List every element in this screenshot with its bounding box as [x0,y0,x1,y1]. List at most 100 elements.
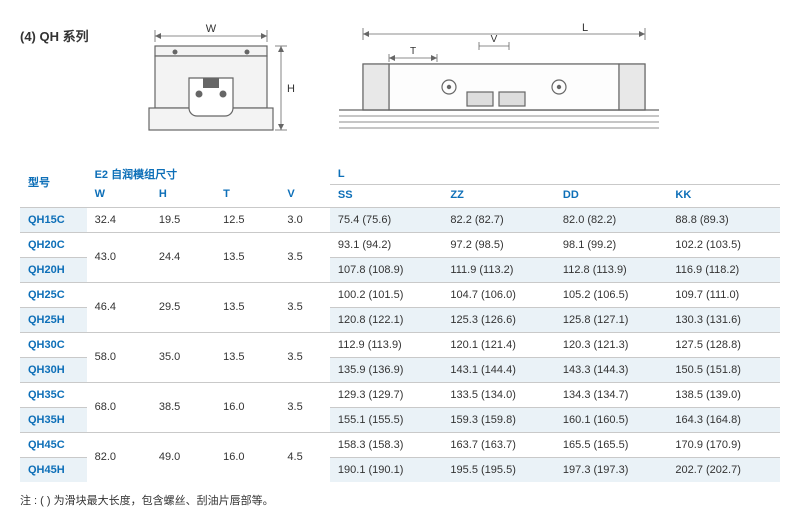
group-header: E2 自润模组尺寸 [87,158,330,184]
l-cell: 75.4 (75.6) [330,207,443,232]
model-cell: QH15C [20,207,87,232]
l-cell: 82.2 (82.7) [442,207,555,232]
dim-cell: 3.0 [279,207,330,232]
col-zz: ZZ [442,184,555,207]
l-cell: 105.2 (106.5) [555,282,668,307]
l-cell: 155.1 (155.5) [330,407,443,432]
dim-cell: 19.5 [151,207,215,232]
l-cell: 143.1 (144.4) [442,357,555,382]
l-cell: 134.3 (134.7) [555,382,668,407]
model-cell: QH35C [20,382,87,407]
col-kk: KK [667,184,780,207]
series-title: (4) QH 系列 [20,20,89,45]
l-cell: 150.5 (151.8) [667,357,780,382]
dim-cell: 46.4 [87,282,151,332]
dim-cell: 16.0 [215,382,279,432]
dim-cell: 13.5 [215,232,279,282]
l-cell: 160.1 (160.5) [555,407,668,432]
l-cell: 135.9 (136.9) [330,357,443,382]
l-cell: 164.3 (164.8) [667,407,780,432]
col-dd: DD [555,184,668,207]
dim-cell: 16.0 [215,432,279,482]
table-body: QH15C32.419.512.53.075.4 (75.6)82.2 (82.… [20,207,780,482]
l-cell: 158.3 (158.3) [330,432,443,457]
table-row: QH35C68.038.516.03.5129.3 (129.7)133.5 (… [20,382,780,407]
l-cell: 125.8 (127.1) [555,307,668,332]
col-l: L [330,158,780,184]
dim-cell: 43.0 [87,232,151,282]
l-cell: 143.3 (144.3) [555,357,668,382]
model-cell: QH25C [20,282,87,307]
dim-cell: 35.0 [151,332,215,382]
dim-cell: 3.5 [279,232,330,282]
l-cell: 138.5 (139.0) [667,382,780,407]
col-model: 型号 [20,158,87,207]
l-cell: 88.8 (89.3) [667,207,780,232]
l-cell: 120.1 (121.4) [442,332,555,357]
dim-cell: 4.5 [279,432,330,482]
dim-v-label: V [490,34,497,45]
dim-cell: 58.0 [87,332,151,382]
dim-cell: 82.0 [87,432,151,482]
l-cell: 112.8 (113.9) [555,257,668,282]
l-cell: 195.5 (195.5) [442,457,555,482]
dim-cell: 13.5 [215,282,279,332]
dim-cell: 24.4 [151,232,215,282]
col-w: W [87,184,151,207]
dim-cell: 3.5 [279,282,330,332]
l-cell: 170.9 (170.9) [667,432,780,457]
l-cell: 98.1 (99.2) [555,232,668,257]
table-row: QH30C58.035.013.53.5112.9 (113.9)120.1 (… [20,332,780,357]
l-cell: 102.2 (103.5) [667,232,780,257]
col-h: H [151,184,215,207]
l-cell: 111.9 (113.2) [442,257,555,282]
dim-cell: 29.5 [151,282,215,332]
model-cell: QH25H [20,307,87,332]
side-view-diagram: L V T [329,20,669,140]
dim-cell: 3.5 [279,332,330,382]
l-cell: 165.5 (165.5) [555,432,668,457]
table-row: QH25C46.429.513.53.5100.2 (101.5)104.7 (… [20,282,780,307]
dim-cell: 68.0 [87,382,151,432]
l-cell: 120.3 (121.3) [555,332,668,357]
dim-cell: 32.4 [87,207,151,232]
l-cell: 112.9 (113.9) [330,332,443,357]
l-cell: 159.3 (159.8) [442,407,555,432]
dim-cell: 3.5 [279,382,330,432]
l-cell: 120.8 (122.1) [330,307,443,332]
col-t: T [215,184,279,207]
l-cell: 82.0 (82.2) [555,207,668,232]
table-row: QH15C32.419.512.53.075.4 (75.6)82.2 (82.… [20,207,780,232]
l-cell: 109.7 (111.0) [667,282,780,307]
footnote: 注 : ( ) 为滑块最大长度，包含螺丝、刮油片唇部等。 [20,492,780,508]
model-cell: QH30H [20,357,87,382]
l-cell: 129.3 (129.7) [330,382,443,407]
model-cell: QH20C [20,232,87,257]
l-cell: 93.1 (94.2) [330,232,443,257]
l-cell: 97.2 (98.5) [442,232,555,257]
dim-cell: 13.5 [215,332,279,382]
model-cell: QH45H [20,457,87,482]
l-cell: 107.8 (108.9) [330,257,443,282]
l-cell: 116.9 (118.2) [667,257,780,282]
model-cell: QH35H [20,407,87,432]
table-row: QH20C43.024.413.53.593.1 (94.2)97.2 (98.… [20,232,780,257]
l-cell: 104.7 (106.0) [442,282,555,307]
dimension-table-wrap: 型号 E2 自润模组尺寸 L W H T V SS ZZ DD KK QH15C… [20,158,780,482]
dim-cell: 49.0 [151,432,215,482]
model-cell: QH20H [20,257,87,282]
dim-w-label: W [205,23,216,35]
dim-l-label: L [582,22,588,34]
table-row: QH45C82.049.016.04.5158.3 (158.3)163.7 (… [20,432,780,457]
dim-cell: 12.5 [215,207,279,232]
dimension-table: 型号 E2 自润模组尺寸 L W H T V SS ZZ DD KK QH15C… [20,158,780,482]
col-v: V [279,184,330,207]
l-cell: 163.7 (163.7) [442,432,555,457]
dim-h-label: H [287,83,295,95]
col-ss: SS [330,184,443,207]
header-row: (4) QH 系列 W [20,20,780,140]
l-cell: 197.3 (197.3) [555,457,668,482]
l-cell: 127.5 (128.8) [667,332,780,357]
dim-cell: 38.5 [151,382,215,432]
l-cell: 202.7 (202.7) [667,457,780,482]
